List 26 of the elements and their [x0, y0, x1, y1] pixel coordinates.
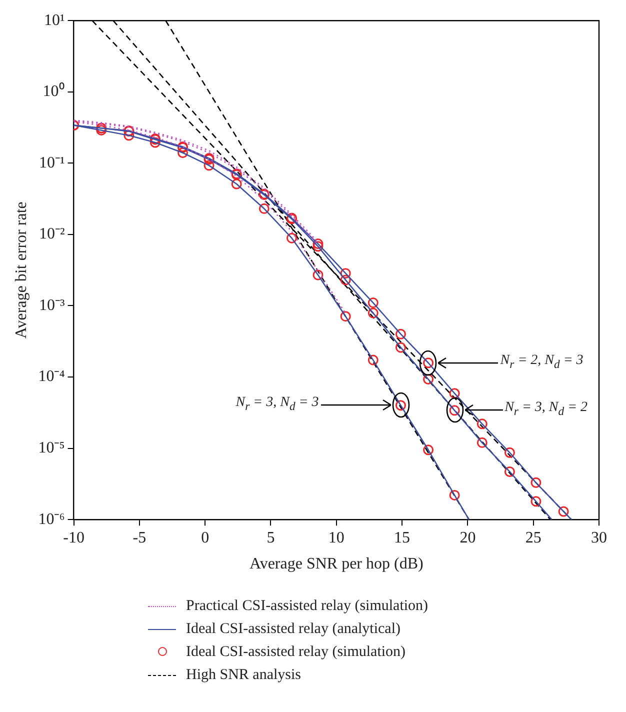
- x-tick-label: 15: [394, 529, 410, 546]
- x-tick-label: 25: [525, 529, 542, 546]
- x-tick-label: 5: [266, 529, 275, 546]
- x-tick-label: -5: [132, 529, 146, 546]
- legend-label: Ideal CSI-assisted relay (analytical): [186, 621, 400, 638]
- x-tick-label: 10: [328, 529, 344, 546]
- legend-label: Ideal CSI-assisted relay (simulation): [186, 644, 406, 661]
- y-tick-label: 10⁻⁵: [38, 440, 65, 457]
- y-tick-label: 10⁰: [42, 82, 65, 100]
- y-tick-label: 10⁻²: [38, 226, 65, 243]
- x-tick-label: 0: [201, 529, 210, 546]
- y-tick-label: 10¹: [44, 12, 65, 29]
- x-tick-label: 30: [591, 529, 607, 546]
- annotation: N$_{r}$ = 3, N$_{d}$ = 3: [236, 395, 319, 414]
- y-tick-label: 10⁻³: [38, 296, 65, 314]
- x-tick-label: -10: [63, 529, 84, 546]
- y-tick-label: 10⁻⁴: [38, 368, 66, 386]
- legend-label: High SNR analysis: [186, 667, 302, 684]
- y-axis-title: Average bit error rate: [12, 202, 30, 339]
- y-tick-label: 10⁻⁶: [38, 510, 65, 528]
- annotation: N$_{r}$ = 2, N$_{d}$ = 3: [500, 352, 584, 371]
- legend-label: Practical CSI-assisted relay (simulation): [186, 598, 428, 615]
- x-tick-label: 20: [460, 529, 476, 546]
- annotation: N$_{r}$ = 3, N$_{d}$ = 2: [504, 400, 588, 418]
- y-tick-label: 10⁻¹: [38, 154, 65, 172]
- x-axis-title: Average SNR per hop (dB): [249, 556, 424, 573]
